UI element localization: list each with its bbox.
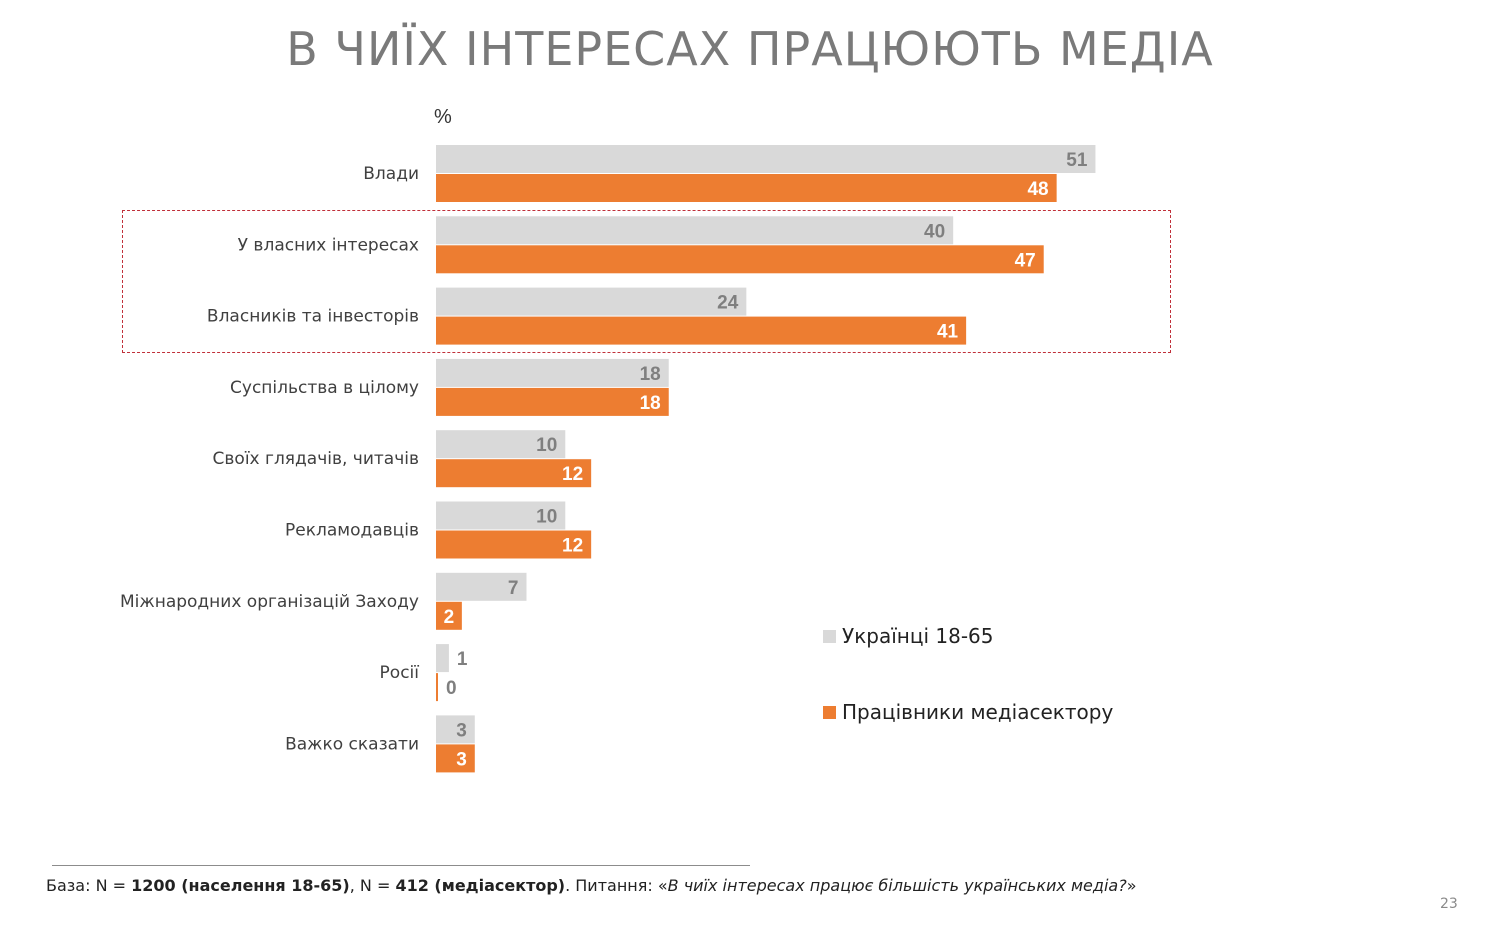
bar-media	[436, 601, 462, 630]
highlight-box	[122, 210, 1171, 353]
value-label-population: 24	[717, 293, 739, 314]
footnote-base-population: 1200 (населення 18-65)	[131, 876, 350, 895]
value-label-population: 3	[456, 720, 467, 741]
bar-population	[436, 644, 449, 673]
category-label: Важко сказати	[285, 734, 419, 754]
bar-population	[436, 572, 527, 601]
value-label-population: 51	[1066, 150, 1088, 171]
footnote-separator: , N =	[349, 876, 396, 895]
value-label-population: 1	[457, 649, 468, 670]
chart-legend: Українці 18-65 Працівники медіасектору	[823, 622, 1113, 726]
footnote-question: В чиїх інтересах працює більшість україн…	[667, 876, 1127, 895]
value-label-population: 10	[536, 507, 557, 528]
bar-population	[436, 715, 475, 744]
value-label-media: 3	[456, 749, 467, 770]
bar-media	[436, 174, 1057, 202]
bar-media	[436, 245, 1044, 274]
value-label-media: 12	[562, 536, 583, 557]
category-label: Росії	[380, 663, 420, 683]
bar-population	[436, 430, 566, 459]
legend-label-media: Працівники медіасектору	[842, 700, 1114, 724]
footnote-base-media: 412 (медіасектор)	[395, 876, 566, 895]
category-label: Рекламодавців	[285, 521, 419, 541]
category-label: Міжнародних організацій Заходу	[120, 592, 419, 612]
footnote-question-prefix: . Питання: «	[565, 876, 668, 895]
value-label-media: 0	[446, 678, 457, 699]
slide-title: В ЧИЇХ ІНТЕРЕСАХ ПРАЦЮЮТЬ МЕДІА	[286, 22, 1214, 76]
bar-population	[436, 287, 747, 316]
page-number: 23	[1440, 896, 1458, 912]
footnote-base-prefix: База: N =	[46, 876, 132, 895]
category-label: Власників та інвесторів	[207, 307, 419, 327]
value-label-media: 2	[444, 607, 455, 628]
bar-media	[436, 459, 592, 488]
bar-population	[436, 358, 669, 387]
legend-item-population: Українці 18-65	[823, 622, 1113, 650]
bar-population	[436, 501, 566, 530]
value-label-population: 18	[640, 364, 661, 385]
legend-item-media: Працівники медіасектору	[823, 698, 1113, 726]
value-label-population: 10	[536, 435, 557, 456]
value-label-population: 40	[924, 221, 945, 242]
bar-population	[436, 216, 954, 245]
value-label-media: 47	[1015, 250, 1036, 271]
bar-media	[436, 316, 967, 345]
category-label: Влади	[363, 164, 419, 184]
bar-media	[436, 673, 438, 702]
value-label-media: 48	[1027, 179, 1048, 200]
bar-media	[436, 530, 592, 559]
value-label-media: 41	[937, 322, 959, 343]
legend-swatch-gray	[823, 629, 836, 643]
bar-chart: Влади 51 48 У власних інтересах 40 47 Власникі…	[120, 145, 1096, 773]
footer-divider	[52, 865, 750, 866]
category-label: Своїх глядачів, читачів	[213, 449, 419, 469]
footnote: База: N = 1200 (населення 18-65), N = 41…	[46, 876, 1136, 895]
category-label: У власних інтересах	[238, 235, 419, 255]
value-label-population: 7	[508, 578, 519, 599]
bar-media	[436, 744, 475, 773]
value-label-media: 18	[640, 393, 661, 414]
bar-population	[436, 145, 1096, 173]
legend-swatch-orange	[823, 705, 836, 719]
category-label: Суспільства в цілому	[230, 378, 419, 398]
unit-label: %	[434, 106, 452, 128]
value-label-media: 12	[562, 464, 583, 485]
legend-label-population: Українці 18-65	[842, 624, 994, 648]
bar-media	[436, 387, 669, 416]
footnote-question-suffix: »	[1126, 876, 1137, 895]
